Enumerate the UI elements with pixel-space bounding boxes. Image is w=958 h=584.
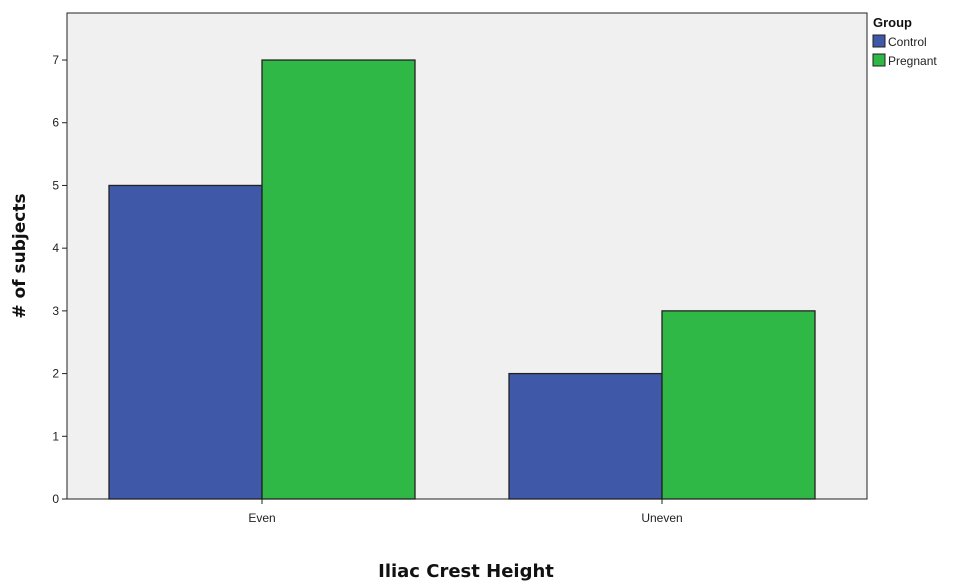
legend-title: Group bbox=[873, 15, 912, 30]
y-tick-label-2: 2 bbox=[52, 367, 59, 381]
legend-label-control: Control bbox=[888, 35, 927, 49]
x-axis: Even Uneven bbox=[248, 499, 683, 525]
bar-pregnant-uneven bbox=[661, 310, 816, 500]
y-axis-title: # of subjects bbox=[10, 193, 30, 318]
y-tick-label-1: 1 bbox=[52, 429, 59, 443]
bar-control-even bbox=[108, 184, 263, 500]
legend-swatch-pregnant bbox=[872, 53, 886, 67]
x-tick-label-even: Even bbox=[248, 511, 275, 525]
legend-swatch-control bbox=[872, 34, 886, 48]
y-tick-label-0: 0 bbox=[52, 492, 59, 506]
y-tick-label-4: 4 bbox=[52, 241, 59, 255]
legend: Group Control Pregnant bbox=[872, 15, 937, 68]
y-tick-label-7: 7 bbox=[52, 53, 59, 67]
x-axis-title: Iliac Crest Height bbox=[378, 561, 554, 582]
legend-label-pregnant: Pregnant bbox=[888, 54, 937, 68]
bars bbox=[108, 59, 816, 500]
bar-pregnant-even bbox=[261, 59, 416, 500]
bar-control-uneven bbox=[508, 372, 663, 500]
y-tick-label-3: 3 bbox=[52, 304, 59, 318]
x-tick-label-uneven: Uneven bbox=[641, 511, 682, 525]
y-tick-label-6: 6 bbox=[52, 116, 59, 130]
y-tick-label-5: 5 bbox=[52, 178, 59, 192]
y-axis: 0 1 2 3 4 5 6 7 bbox=[52, 53, 67, 506]
